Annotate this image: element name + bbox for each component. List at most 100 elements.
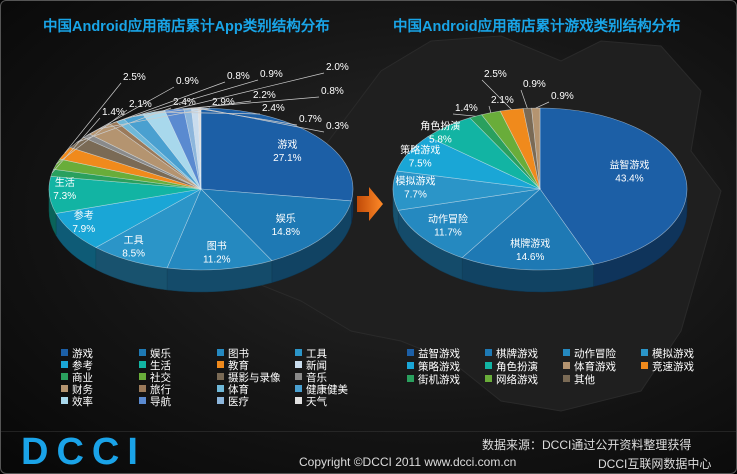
right-leader-10 (535, 101, 550, 109)
right-legend-swatch (407, 349, 414, 356)
right-labels: 益智游戏 43.4% 棋牌游戏 14.6% 动作冒险 11.7% 模拟游戏 7.7% 策略游戏 7… (395, 69, 649, 263)
left-legend-item: 商业 (61, 372, 93, 385)
left-label-name-4: 参考 (74, 209, 94, 222)
left-label-name-0: 游戏 (277, 138, 297, 151)
left-label-value-10: 0.9% (176, 76, 199, 87)
right-legend-item: 体育游戏 (563, 361, 616, 374)
right-legend-label: 模拟游戏 (652, 348, 694, 360)
left-legend-swatch (217, 373, 224, 380)
left-label-value-1: 14.8% (272, 227, 300, 238)
left-chart-title: 中国Android应用商店累计App类别结构分布 (43, 19, 330, 35)
right-legend-swatch (641, 349, 648, 356)
left-legend-swatch (295, 373, 302, 380)
right-slice-10 (531, 107, 541, 190)
left-legend-swatch (295, 397, 302, 404)
right-label-value-10: 0.9% (551, 91, 574, 102)
left-legend-swatch (217, 385, 224, 392)
right-slice-1 (461, 188, 595, 271)
left-legend-label: 教育 (228, 360, 249, 372)
left-pie-top (48, 107, 354, 271)
left-legend-label: 新闻 (306, 360, 327, 372)
left-legend-label: 财务 (72, 384, 93, 396)
left-label-value-12: 0.8% (227, 71, 250, 82)
left-leader-13 (120, 79, 259, 121)
left-legend-item: 效率 (61, 396, 93, 409)
left-legend-swatch (61, 397, 68, 404)
right-label-value-5: 5.8% (429, 135, 452, 146)
right-label-name-5: 角色扮演 (420, 120, 460, 133)
right-slice-0 (539, 107, 688, 265)
left-legend-swatch (139, 361, 146, 368)
left-legend-label: 医疗 (228, 396, 249, 408)
right-legend-label: 益智游戏 (418, 348, 460, 360)
right-legend-label: 棋牌游戏 (496, 348, 538, 360)
right-label-name-0: 益智游戏 (609, 159, 649, 172)
left-legend-item: 社交 (139, 372, 171, 385)
left-leader-15 (153, 111, 261, 115)
right-legend-label: 体育游戏 (574, 361, 616, 373)
left-slice-1 (200, 188, 352, 261)
right-legend-swatch (485, 362, 492, 369)
left-legend-item: 娱乐 (139, 348, 171, 361)
left-label-name-5: 生活 (55, 176, 75, 189)
right-legend-swatch (563, 362, 570, 369)
right-pie-top (392, 107, 688, 271)
left-label-name-1: 娱乐 (276, 212, 296, 225)
left-legend-item: 音乐 (295, 372, 327, 385)
right-legend-item: 棋牌游戏 (485, 348, 538, 361)
left-leader-8 (64, 82, 122, 154)
organization-name: DCCI互联网数据中心 (598, 457, 712, 471)
right-legend-item: 街机游戏 (407, 374, 460, 387)
left-legend-item: 教育 (217, 360, 249, 373)
left-legend-swatch (139, 373, 146, 380)
left-label-value-3: 8.5% (122, 249, 145, 260)
left-legend-item: 图书 (217, 348, 249, 361)
left-legend-label: 健康健美 (306, 384, 348, 396)
left-legend-swatch (217, 361, 224, 368)
left-legend-item: 导航 (139, 396, 171, 409)
right-legend-item: 竞速游戏 (641, 361, 694, 374)
left-legend-item: 财务 (61, 384, 93, 397)
left-legend-item: 生活 (139, 360, 171, 373)
left-label-value-16: 2.0% (326, 62, 349, 73)
right-label-value-4: 7.5% (409, 158, 432, 169)
right-legend-label: 动作冒险 (574, 348, 616, 360)
left-label-value-18: 0.7% (299, 114, 322, 125)
left-legend-swatch (61, 373, 68, 380)
left-label-value-2: 11.2% (203, 254, 231, 265)
right-legend-swatch (485, 349, 492, 356)
right-legend-label: 其他 (574, 374, 595, 386)
left-leader-11 (99, 107, 211, 130)
right-slice-2 (397, 188, 541, 259)
right-pie-chart: 益智游戏 43.4% 棋牌游戏 14.6% 动作冒险 11.7% 模拟游戏 7.7% 策略游戏 7… (392, 69, 688, 293)
left-legend-label: 工具 (306, 348, 327, 360)
left-label-value-5: 7.3% (53, 191, 76, 202)
right-legend-item: 益智游戏 (407, 348, 460, 361)
right-legend-label: 策略游戏 (418, 361, 460, 373)
data-source-note: 数据来源：DCCI通过公开资料整理获得 (482, 438, 692, 452)
left-legend-label: 生活 (150, 360, 171, 372)
left-label-value-13: 0.9% (260, 69, 283, 80)
right-label-value-6: 1.4% (455, 103, 478, 114)
left-legend-item: 新闻 (295, 360, 327, 373)
right-label-value-8: 2.5% (484, 69, 507, 80)
logo-text: DCCI (21, 431, 146, 471)
left-legend-swatch (217, 349, 224, 356)
right-label-name-2: 动作冒险 (428, 213, 468, 226)
right-legend-label: 网络游戏 (496, 374, 538, 386)
left-leader-16 (174, 72, 325, 110)
right-legend-label: 街机游戏 (418, 374, 460, 386)
left-label-value-19: 0.3% (326, 121, 349, 132)
left-legend-swatch (61, 349, 68, 356)
left-legend-item: 工具 (295, 348, 327, 361)
right-leader-9 (520, 89, 528, 109)
copyright-text: Copyright ©DCCI 2011 www.dcci.com.cn (299, 455, 517, 469)
left-slice-2 (166, 188, 273, 271)
right-label-value-1: 14.6% (516, 252, 544, 263)
left-legend-item: 游戏 (61, 348, 93, 361)
left-label-value-14: 2.2% (253, 90, 276, 101)
right-legend-swatch (407, 362, 414, 369)
left-legend-swatch (295, 361, 302, 368)
left-labels: 游戏 27.1% 娱乐 14.8% 图书 11.2% 工具 8.5% 参考 7.9% 生活 7.3% 1… (51, 62, 349, 265)
